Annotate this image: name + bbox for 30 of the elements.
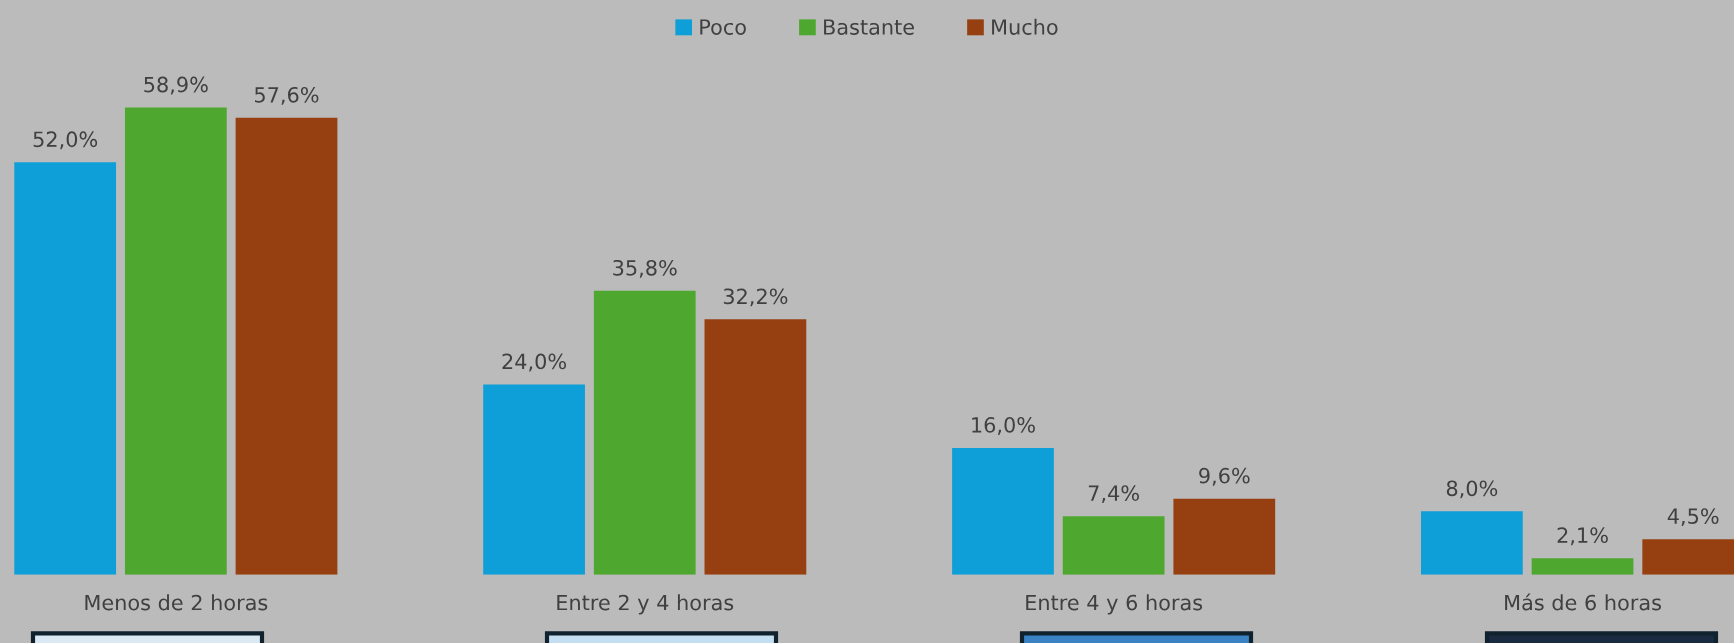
bar: [1062, 516, 1165, 575]
data-label: 4,5%: [1667, 508, 1719, 527]
legend-label: Mucho: [992, 18, 1058, 35]
data-label: 24,0%: [502, 353, 567, 372]
x-tick-label: Entre 2 y 4 horas: [557, 594, 734, 615]
data-label: 35,8%: [613, 259, 677, 278]
bar: [483, 384, 585, 575]
x-tick-label: Menos de 2 horas: [85, 594, 268, 611]
bar: [1531, 558, 1634, 575]
data-label: 2,1%: [1557, 527, 1608, 546]
x-tick-label: Entre 4 y 6 horas: [1026, 594, 1203, 615]
data-label: 52,0%: [33, 131, 98, 150]
data-label: 7,4%: [1088, 485, 1139, 504]
bar: [124, 107, 227, 575]
bar: [1421, 511, 1523, 575]
bar: [235, 117, 338, 575]
data-label: 57,6%: [255, 86, 319, 105]
x-tick-label: Más de 6 horas: [1505, 593, 1661, 611]
data-label: 16,0%: [972, 416, 1035, 435]
bar: [952, 447, 1054, 575]
data-label: 58,9%: [144, 76, 208, 95]
legend-label: Poco: [700, 19, 746, 35]
bar: [14, 162, 117, 575]
data-label: 8,0%: [1446, 480, 1498, 499]
bar: [704, 319, 807, 575]
legend-label: Bastante: [824, 19, 914, 35]
data-label: 32,2%: [723, 288, 788, 307]
bar: [593, 290, 696, 575]
bar: [1173, 498, 1276, 575]
data-label: 9,6%: [1199, 467, 1250, 486]
